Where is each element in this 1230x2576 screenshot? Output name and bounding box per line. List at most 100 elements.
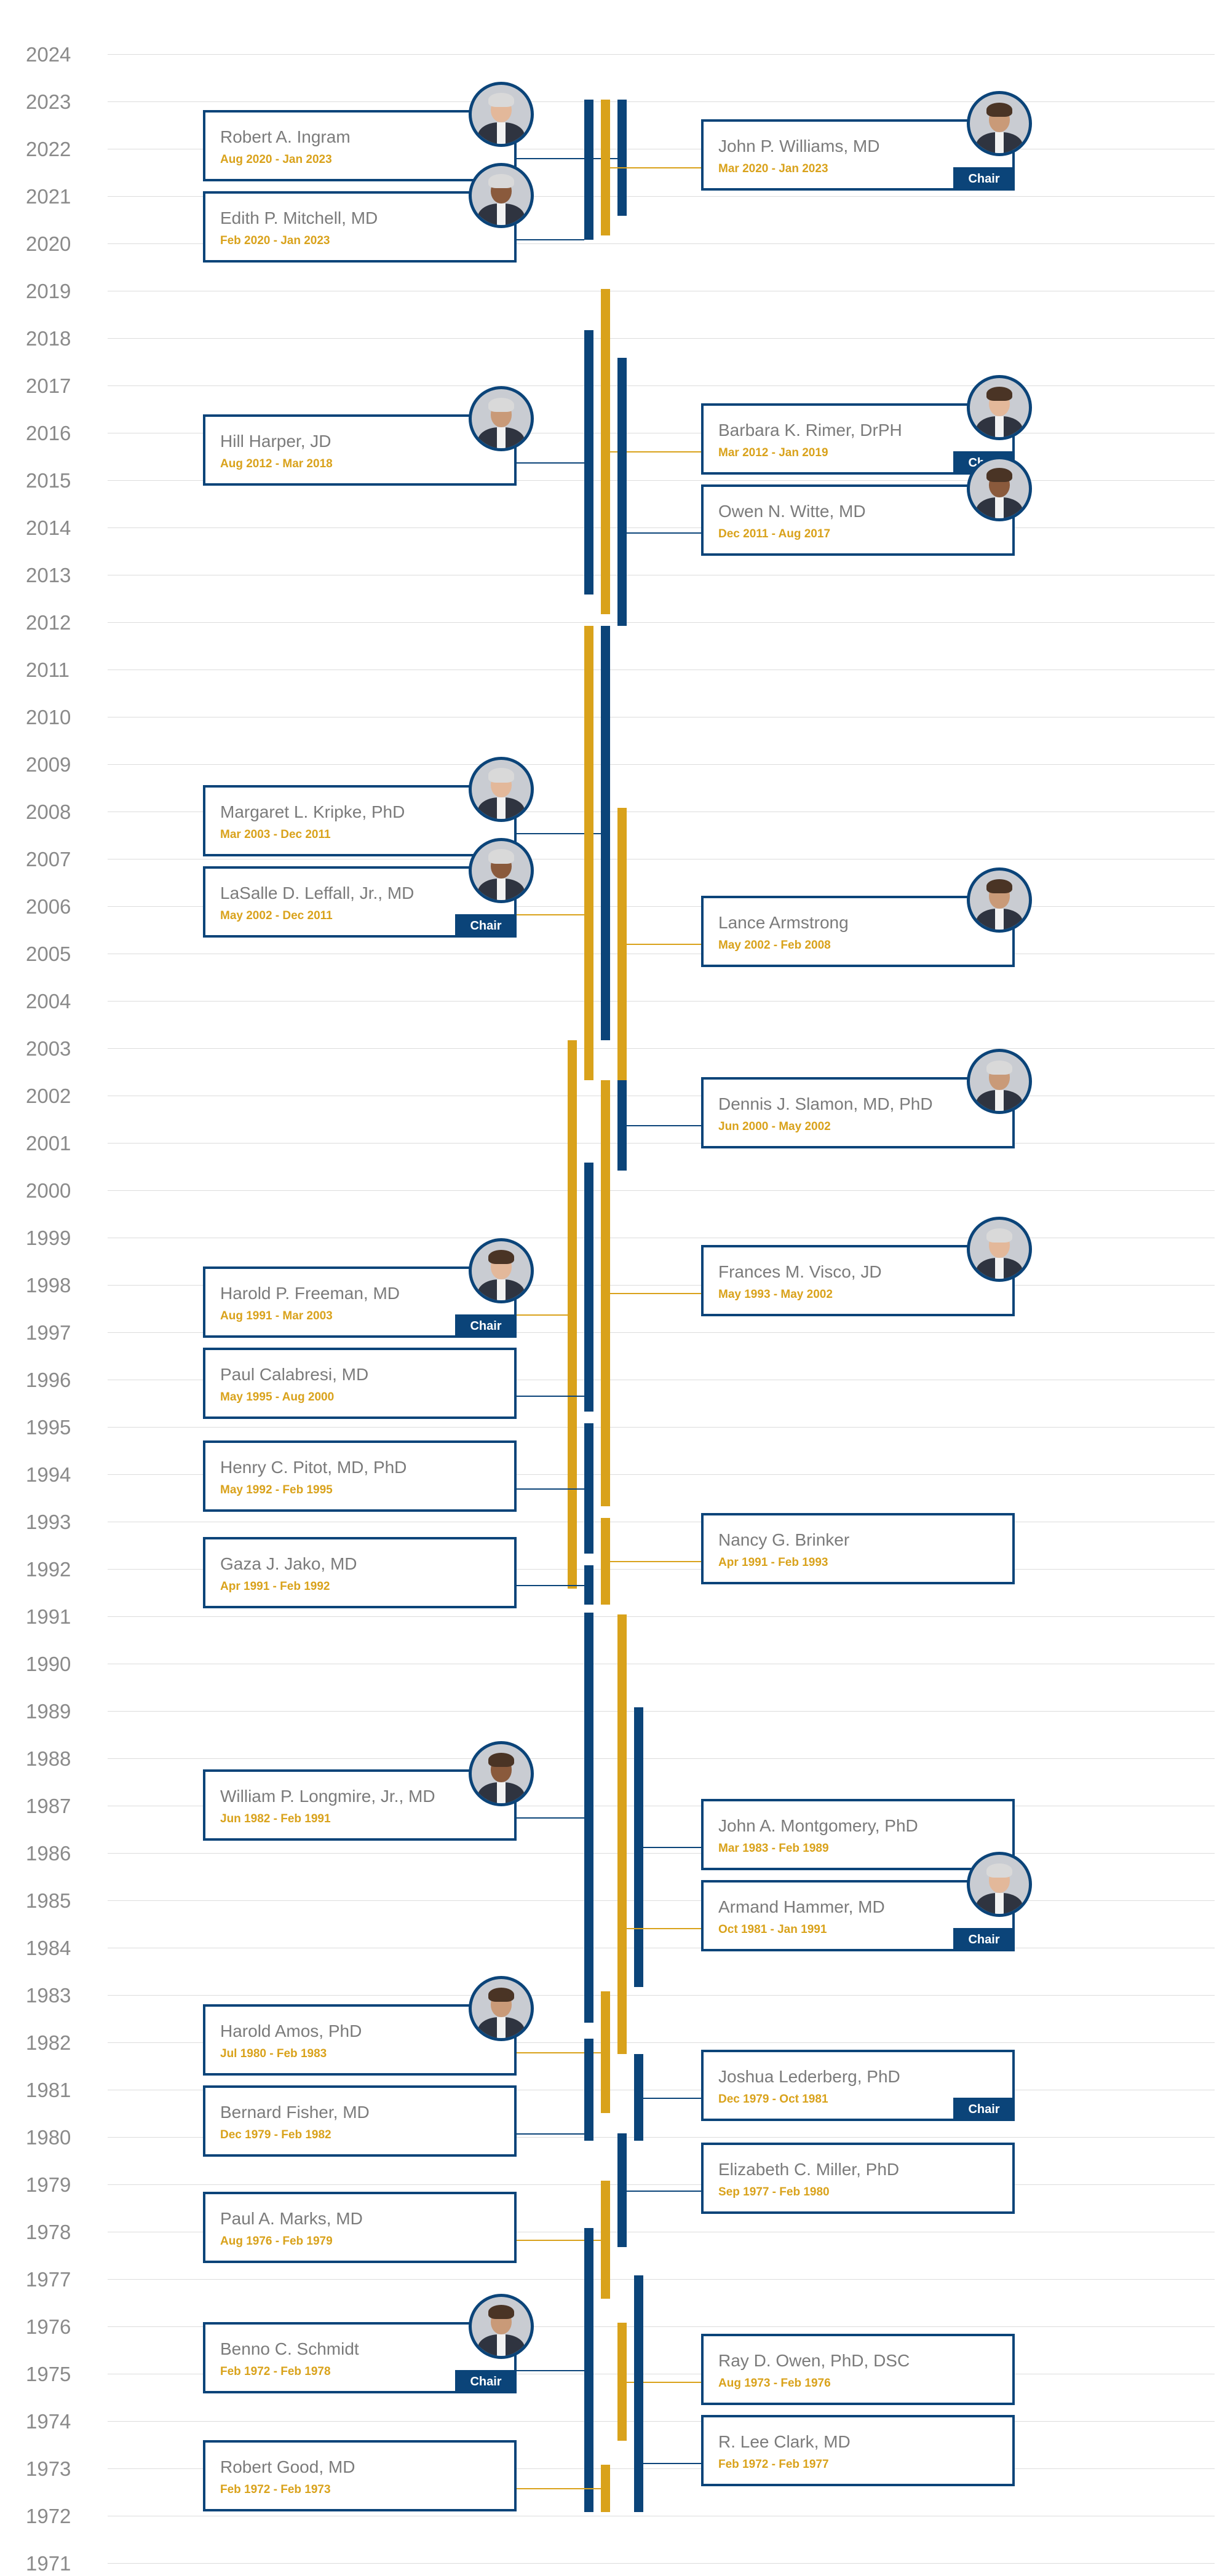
- gridline: [108, 1285, 1215, 1286]
- member-dates: May 1993 - May 2002: [718, 1288, 833, 1302]
- member-name: Paul A. Marks, MD: [220, 2209, 363, 2229]
- member-dates: Mar 2020 - Jan 2023: [718, 162, 828, 176]
- tenure-bar: [584, 330, 593, 595]
- member-photo: [967, 1049, 1032, 1115]
- connector-line: [643, 2097, 701, 2099]
- member-dates: May 2002 - Feb 2008: [718, 939, 831, 952]
- gridline: [108, 1190, 1215, 1191]
- tenure-bar: [617, 807, 627, 1080]
- gridline: [108, 1853, 1215, 1854]
- connector-line: [610, 1293, 701, 1295]
- member-name: Nancy G. Brinker: [718, 1530, 850, 1550]
- member-card: Paul Calabresi, MD May 1995 - Aug 2000: [203, 1348, 517, 1420]
- member-name: Robert A. Ingram: [220, 127, 351, 146]
- member-dates: Aug 2012 - Mar 2018: [220, 457, 333, 471]
- tenure-bar: [584, 2227, 593, 2512]
- member-name: Elizabeth C. Miller, PhD: [718, 2159, 900, 2179]
- connector-line: [517, 1584, 584, 1586]
- year-tick-label: 1993: [26, 1511, 71, 1533]
- member-dates: Oct 1981 - Jan 1991: [718, 1923, 827, 1937]
- gridline: [108, 1474, 1215, 1475]
- connector-line: [517, 914, 584, 916]
- year-tick-label: 2007: [26, 848, 71, 871]
- member-card: Bernard Fisher, MD Dec 1979 - Feb 1982: [203, 2085, 517, 2157]
- connector-line: [643, 2463, 701, 2465]
- year-tick-label: 2011: [26, 658, 69, 681]
- member-dates: Apr 1991 - Feb 1993: [718, 1556, 828, 1570]
- member-card: Harold P. Freeman, MD Aug 1991 - Mar 2003…: [203, 1266, 517, 1338]
- connector-line: [517, 1817, 584, 1819]
- member-card: Robert A. Ingram Aug 2020 - Jan 2023: [203, 109, 517, 181]
- year-tick-label: 1983: [26, 1984, 71, 2007]
- member-name: LaSalle D. Leffall, Jr., MD: [220, 883, 415, 903]
- connector-line: [627, 944, 701, 946]
- member-name: Lance Armstrong: [718, 913, 849, 933]
- year-tick-label: 2010: [26, 706, 71, 729]
- connector-line: [517, 833, 601, 835]
- gridline: [108, 1995, 1215, 1996]
- member-photo: [469, 838, 534, 904]
- year-tick-label: 1996: [26, 1369, 71, 1391]
- gridline: [108, 338, 1215, 339]
- year-tick-label: 2014: [26, 516, 71, 539]
- year-tick-label: 2015: [26, 469, 71, 492]
- year-tick-label: 2018: [26, 327, 71, 350]
- member-card: Benno C. Schmidt Feb 1972 - Feb 1978 Chair: [203, 2321, 517, 2393]
- member-card: Robert Good, MD Feb 1972 - Feb 1973: [203, 2440, 517, 2512]
- member-card: Paul A. Marks, MD Aug 1976 - Feb 1979: [203, 2192, 517, 2264]
- gridline: [108, 243, 1215, 244]
- member-photo: [469, 1238, 534, 1304]
- year-tick-label: 1972: [26, 2505, 71, 2527]
- connector-line: [610, 167, 701, 169]
- member-dates: Mar 2012 - Jan 2019: [718, 446, 828, 460]
- member-photo: [469, 1976, 534, 2042]
- member-name: Edith P. Mitchell, MD: [220, 208, 378, 227]
- member-name: Robert Good, MD: [220, 2457, 355, 2477]
- member-dates: Sep 1977 - Feb 1980: [718, 2185, 830, 2199]
- tenure-bar: [584, 99, 593, 240]
- connector-line: [627, 532, 701, 534]
- year-tick-label: 2000: [26, 1179, 71, 1202]
- member-card: Harold Amos, PhD Jul 1980 - Feb 1983: [203, 2004, 517, 2076]
- year-tick-label: 1981: [26, 2079, 71, 2101]
- gridline: [108, 1143, 1215, 1144]
- tenure-bar: [617, 2322, 627, 2441]
- connector-line: [627, 1125, 701, 1127]
- year-tick-label: 2003: [26, 1037, 71, 1060]
- gridline: [108, 385, 1215, 386]
- chair-badge: Chair: [455, 1314, 517, 1338]
- tenure-bar: [568, 1040, 577, 1589]
- member-dates: Feb 1972 - Feb 1973: [220, 2483, 331, 2497]
- member-dates: Aug 1991 - Mar 2003: [220, 1310, 333, 1323]
- gridline: [108, 1900, 1215, 1901]
- gridline: [108, 764, 1215, 765]
- connector-line: [627, 2382, 701, 2384]
- member-name: Joshua Lederberg, PhD: [718, 2066, 900, 2086]
- year-tick-label: 2001: [26, 1132, 71, 1155]
- connector-line: [627, 2190, 701, 2192]
- member-photo: [469, 81, 534, 147]
- year-tick-label: 1976: [26, 2315, 71, 2338]
- member-card: Armand Hammer, MD Oct 1981 - Jan 1991 Chai…: [701, 1880, 1015, 1952]
- year-tick-label: 1978: [26, 2221, 71, 2243]
- gridline: [108, 2279, 1215, 2280]
- member-name: Harold P. Freeman, MD: [220, 1284, 400, 1303]
- member-card: Dennis J. Slamon, MD, PhD Jun 2000 - May …: [701, 1077, 1015, 1149]
- member-photo: [967, 91, 1032, 157]
- gridline: [108, 2421, 1215, 2422]
- tenure-bar: [617, 358, 627, 626]
- tenure-bar: [601, 2180, 610, 2299]
- member-dates: Feb 1972 - Feb 1977: [718, 2458, 829, 2471]
- gridline: [108, 1332, 1215, 1333]
- year-tick-label: 2012: [26, 611, 71, 634]
- tenure-bar: [601, 1080, 610, 1506]
- tenure-bar: [617, 1614, 627, 2055]
- member-card: John P. Williams, MD Mar 2020 - Jan 2023 C…: [701, 119, 1015, 191]
- year-tick-label: 2005: [26, 942, 71, 965]
- member-photo: [967, 1852, 1032, 1918]
- gridline: [108, 2042, 1215, 2043]
- member-card: Hill Harper, JD Aug 2012 - Mar 2018: [203, 414, 517, 486]
- member-card: R. Lee Clark, MD Feb 1972 - Feb 1977: [701, 2415, 1015, 2487]
- member-photo: [469, 2293, 534, 2359]
- member-name: Hill Harper, JD: [220, 432, 331, 451]
